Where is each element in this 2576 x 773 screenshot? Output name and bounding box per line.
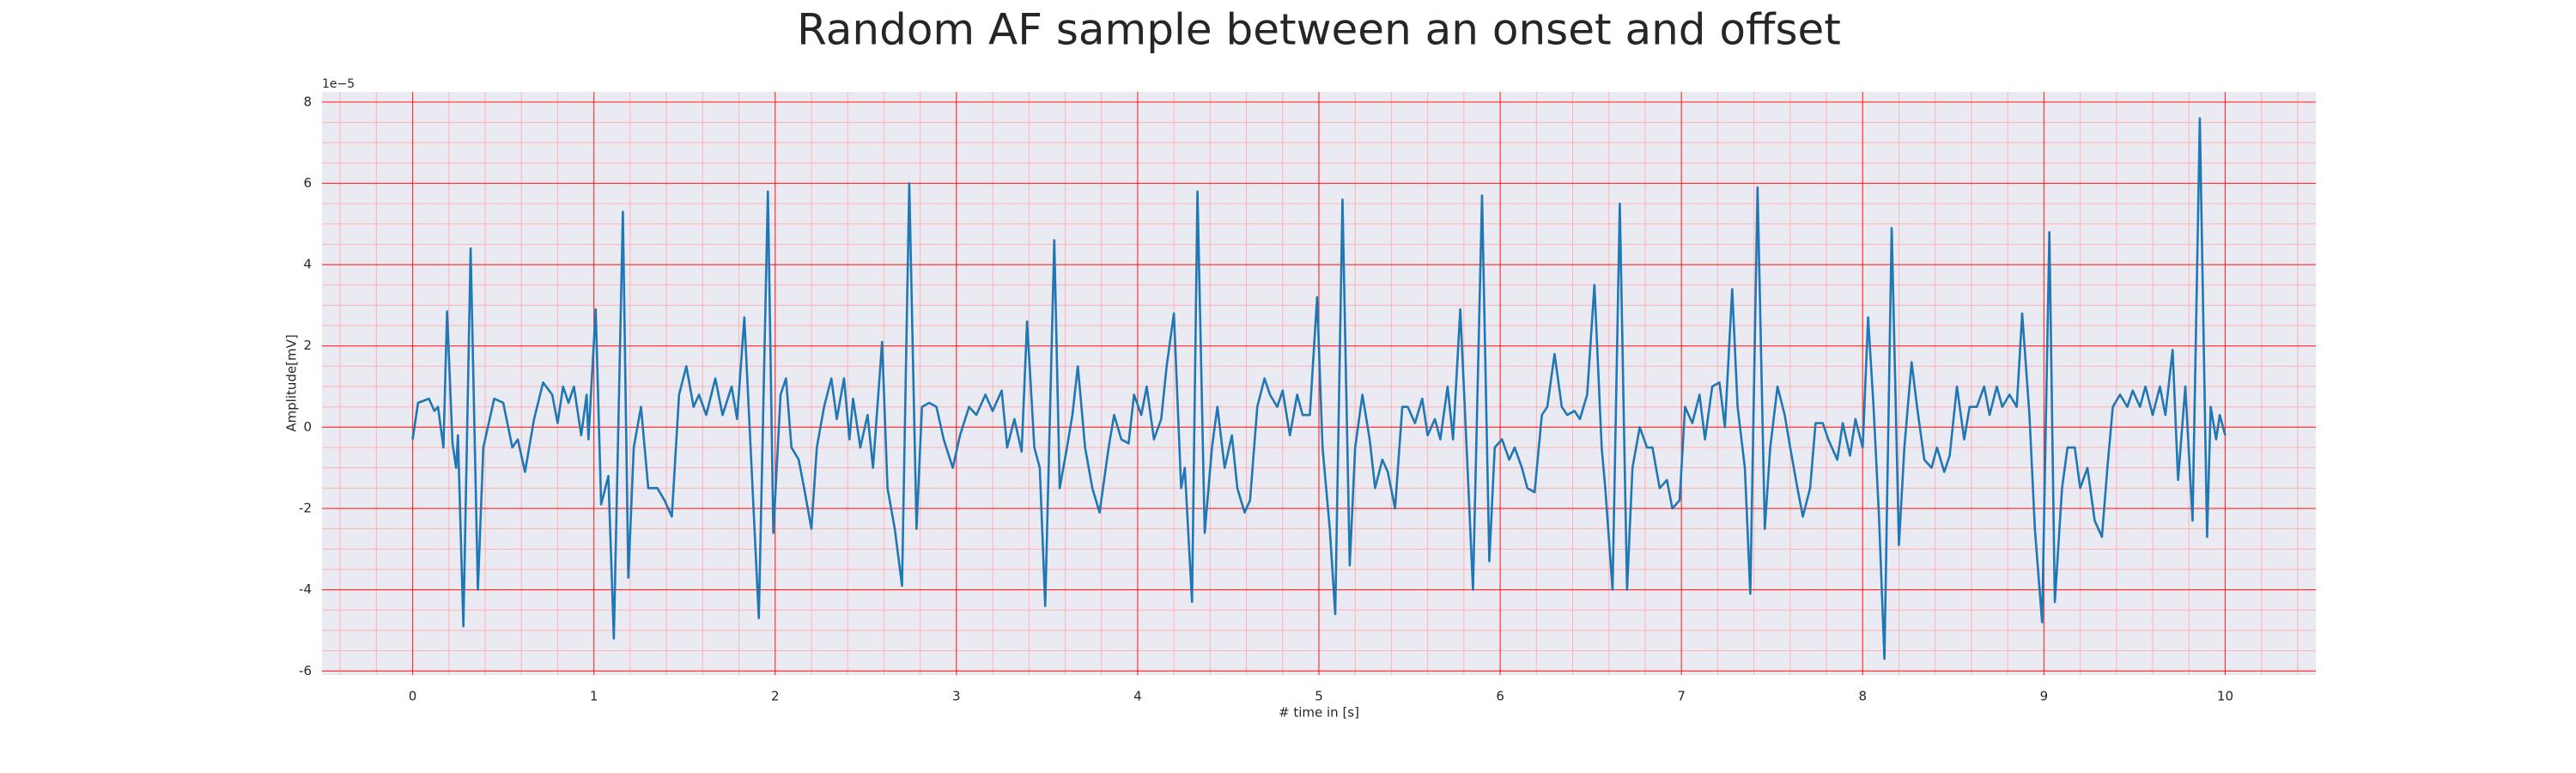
y-tick-label: 0	[303, 419, 312, 435]
x-tick-label: 4	[1133, 689, 1142, 704]
marks	[411, 117, 2227, 660]
signal-line	[411, 117, 2227, 660]
y-axis-label: Amplitude[mV]	[284, 334, 300, 431]
y-tick-label: -6	[299, 663, 312, 679]
x-tick-label: 2	[771, 689, 780, 704]
x-tick-label: 7	[1677, 689, 1686, 704]
x-tick-label: 1	[590, 689, 598, 704]
x-tick-label: 9	[2040, 689, 2049, 704]
x-axis-label: # time in [s]	[1279, 705, 1359, 721]
x-tick-label: 8	[1858, 689, 1867, 704]
x-tick-label: 5	[1315, 689, 1323, 704]
chart-title: Random AF sample between an onset and of…	[797, 5, 1841, 55]
x-tick-label: 3	[952, 689, 961, 704]
y-tick-label: 6	[303, 175, 312, 191]
y-tick-label: 4	[303, 257, 312, 272]
x-tick-label: 0	[409, 689, 417, 704]
x-tick-label: 10	[2217, 689, 2233, 704]
y-tick-label: -4	[299, 581, 312, 597]
y-offset-label: 1e−5	[322, 77, 355, 91]
x-tick-label: 6	[1496, 689, 1504, 704]
y-tick-label: -2	[299, 501, 312, 516]
y-tick-label: 8	[303, 94, 312, 109]
y-tick-label: 2	[303, 338, 312, 353]
